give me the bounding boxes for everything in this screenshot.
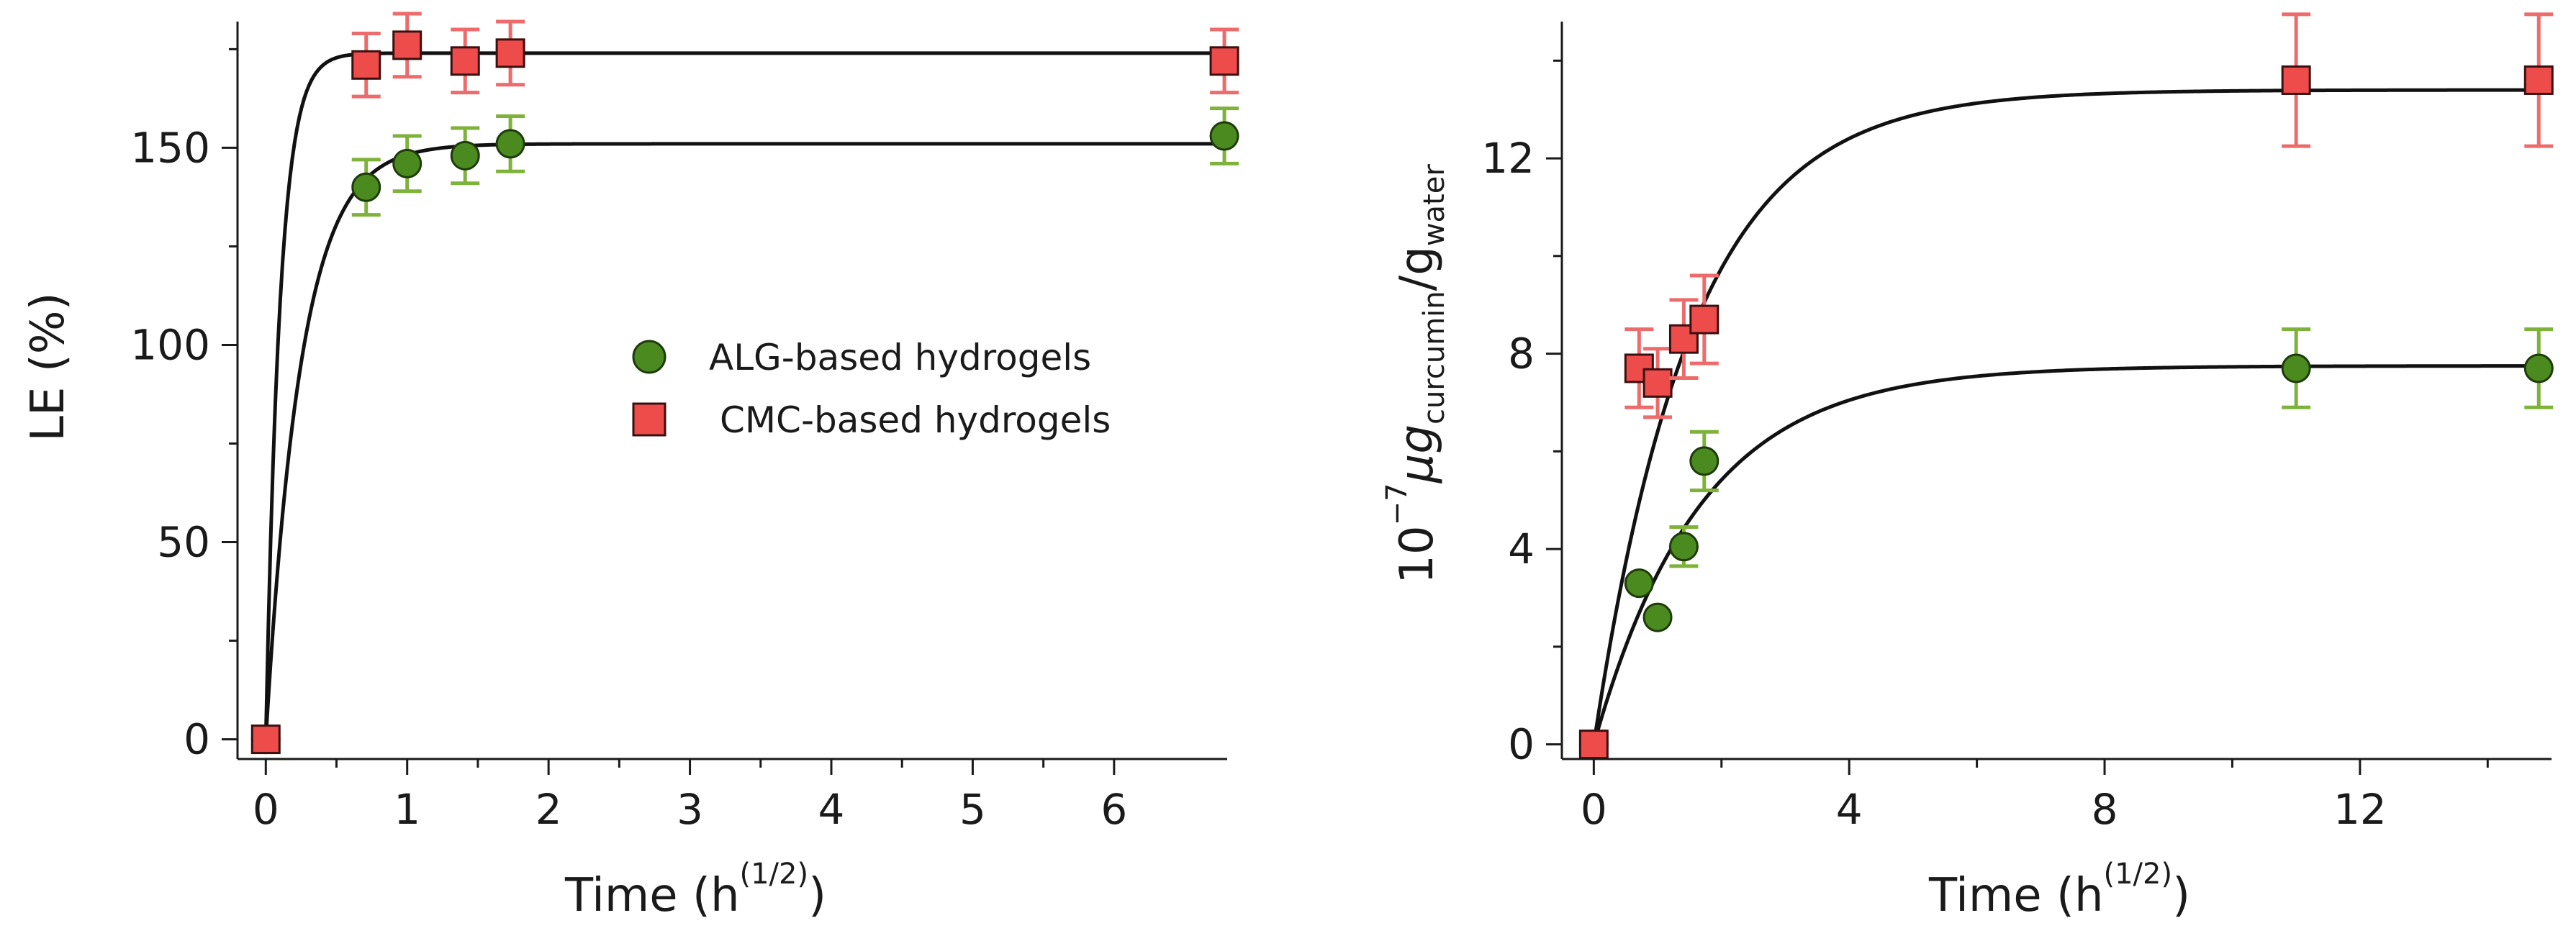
right-fit-curve-cmc (1591, 88, 2552, 745)
left-x-tick-label: 3 (677, 785, 703, 834)
left-y-tick-label: 0 (184, 715, 210, 764)
left-axes: 0 1 2 3 4 5 6 0 50 100 150 (130, 22, 1227, 834)
left-point-alg (351, 172, 381, 202)
left-x-tick-label: 2 (535, 785, 562, 834)
right-x-tick-label: 0 (1581, 785, 1607, 834)
right-point-alg (2281, 353, 2311, 383)
right-point-cmc (1668, 324, 1699, 354)
left-point-cmc (351, 50, 381, 80)
right-point-cmc (2281, 65, 2311, 95)
left-panel: 0 1 2 3 4 5 6 0 50 100 150 LE (%) Time (h(1/2)) AL… (22, 12, 1239, 922)
right-point-cmc (1689, 304, 1719, 335)
left-y-tick-label: 50 (157, 518, 210, 567)
right-x-tick-label: 12 (2333, 785, 2387, 834)
legend-label-cmc: CMC-based hydrogels (720, 399, 1111, 441)
left-x-label-word: Time (564, 869, 678, 922)
right-axes: 0 4 8 12 0 4 8 12 (1481, 22, 2552, 834)
right-x-tick-label: 8 (2092, 785, 2118, 834)
right-point-alg (1624, 568, 1654, 599)
left-point-alg (450, 140, 480, 171)
left-x-tick-label: 0 (253, 785, 279, 834)
left-point-cmc (392, 30, 422, 60)
left-x-tick-label: 6 (1101, 785, 1127, 834)
right-y-tick-label: 12 (1481, 134, 1535, 183)
right-x-label-unit: h (2074, 869, 2104, 922)
right-x-label-word: Time (1928, 869, 2042, 922)
right-y-label-mu: μg (1391, 424, 1444, 483)
right-y-label-prefix: 10 (1391, 525, 1444, 583)
legend-label-alg: ALG-based hydrogels (709, 337, 1091, 378)
left-y-tick-label: 100 (130, 320, 210, 369)
left-fit-curve-cmc (263, 51, 1227, 740)
left-point-cmc (495, 38, 525, 68)
right-point-alg (1668, 532, 1699, 562)
legend-square-marker (632, 402, 666, 437)
legend-circle-marker (632, 340, 666, 374)
left-x-tick-label: 1 (394, 785, 420, 834)
left-x-tick-label: 5 (959, 785, 986, 834)
left-x-axis-label: Time (h(1/2)) (564, 858, 826, 922)
left-point-alg (1209, 121, 1239, 151)
right-fit-curve-alg (1591, 364, 2552, 745)
left-point-alg (495, 129, 525, 159)
right-x-label-power: (1/2) (2104, 858, 2173, 891)
left-point-alg (392, 148, 422, 178)
right-point-cmc (1578, 730, 1609, 760)
right-point-cmc (2523, 65, 2554, 95)
right-y-label-sub2: water (1418, 164, 1451, 247)
right-point-alg (1689, 446, 1719, 476)
right-panel: 0 4 8 12 0 4 8 12 10−7μgcurcumin/gwater Time (h… (1380, 12, 2554, 922)
right-y-label-power: −7 (1380, 483, 1414, 525)
right-plot-marks (1578, 12, 2554, 760)
left-fit-curve-alg (263, 142, 1227, 740)
right-point-alg (2523, 353, 2554, 383)
left-x-tick-label: 4 (818, 785, 845, 834)
left-point-cmc (250, 724, 281, 755)
left-y-tick-label: 150 (130, 123, 210, 172)
left-point-cmc (1209, 46, 1239, 76)
right-y-label-slash: /g (1391, 246, 1444, 291)
left-point-cmc (450, 46, 480, 76)
right-y-label-sub1: curcumin (1418, 291, 1451, 424)
right-y-tick-label: 0 (1508, 720, 1535, 769)
right-point-alg (1642, 602, 1673, 632)
left-plot-marks (250, 12, 1239, 755)
left-x-label-power: (1/2) (740, 858, 809, 891)
right-x-axis-label: Time (h(1/2)) (1928, 858, 2190, 922)
left-x-label-unit: h (710, 869, 740, 922)
legend: ALG-based hydrogels CMC-based hydrogels (632, 337, 1111, 441)
right-y-tick-label: 4 (1508, 524, 1535, 573)
right-y-tick-label: 8 (1508, 330, 1535, 378)
right-y-axis-label: 10−7μgcurcumin/gwater (1380, 164, 1451, 584)
right-point-cmc (1642, 368, 1673, 398)
right-x-tick-label: 4 (1836, 785, 1863, 834)
left-y-axis-label: LE (%) (22, 292, 75, 441)
